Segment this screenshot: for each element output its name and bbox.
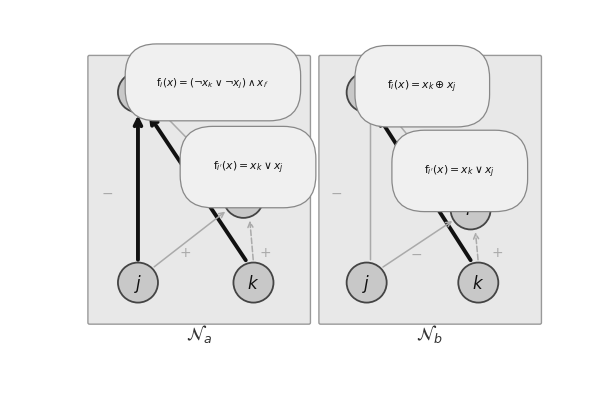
Text: $\mathcal{N}_a$: $\mathcal{N}_a$ (186, 322, 212, 344)
Circle shape (450, 190, 491, 230)
Text: $\mathrm{f}_{i'}(x) = x_k \vee x_j$: $\mathrm{f}_{i'}(x) = x_k \vee x_j$ (425, 163, 495, 180)
Text: +: + (180, 245, 191, 259)
Text: $k$: $k$ (472, 274, 485, 292)
FancyBboxPatch shape (319, 56, 541, 324)
Text: $j$: $j$ (134, 272, 142, 294)
Text: $i$: $i$ (134, 84, 141, 102)
Text: $\mathrm{f}_i(x) = (\neg x_k \vee \neg x_j) \wedge x_{i'}$: $\mathrm{f}_i(x) = (\neg x_k \vee \neg x… (156, 76, 269, 90)
Text: $\mathcal{N}_b$: $\mathcal{N}_b$ (416, 322, 443, 344)
Circle shape (346, 73, 387, 113)
Text: −: − (330, 186, 342, 200)
Circle shape (346, 263, 387, 303)
Text: −: − (101, 186, 113, 200)
Text: $\mathrm{f}_{i'}(x) = x_k \vee x_j$: $\mathrm{f}_{i'}(x) = x_k \vee x_j$ (213, 160, 284, 176)
Text: $j$: $j$ (362, 272, 371, 294)
Circle shape (224, 179, 263, 218)
Text: $\mathrm{f}_i(x) = x_k \oplus x_j$: $\mathrm{f}_i(x) = x_k \oplus x_j$ (387, 79, 457, 95)
Text: +: + (207, 161, 219, 175)
Text: +: + (259, 245, 271, 259)
FancyBboxPatch shape (88, 56, 310, 324)
Circle shape (118, 73, 158, 113)
Text: $i$: $i$ (364, 84, 370, 102)
Circle shape (118, 263, 158, 303)
Text: −: − (191, 192, 203, 205)
Text: $i'$: $i'$ (465, 200, 476, 220)
Text: $k$: $k$ (247, 274, 260, 292)
Circle shape (458, 263, 499, 303)
Circle shape (233, 263, 274, 303)
Text: $i'$: $i'$ (238, 189, 249, 208)
Text: +: + (492, 245, 503, 259)
Text: −: − (411, 247, 423, 262)
